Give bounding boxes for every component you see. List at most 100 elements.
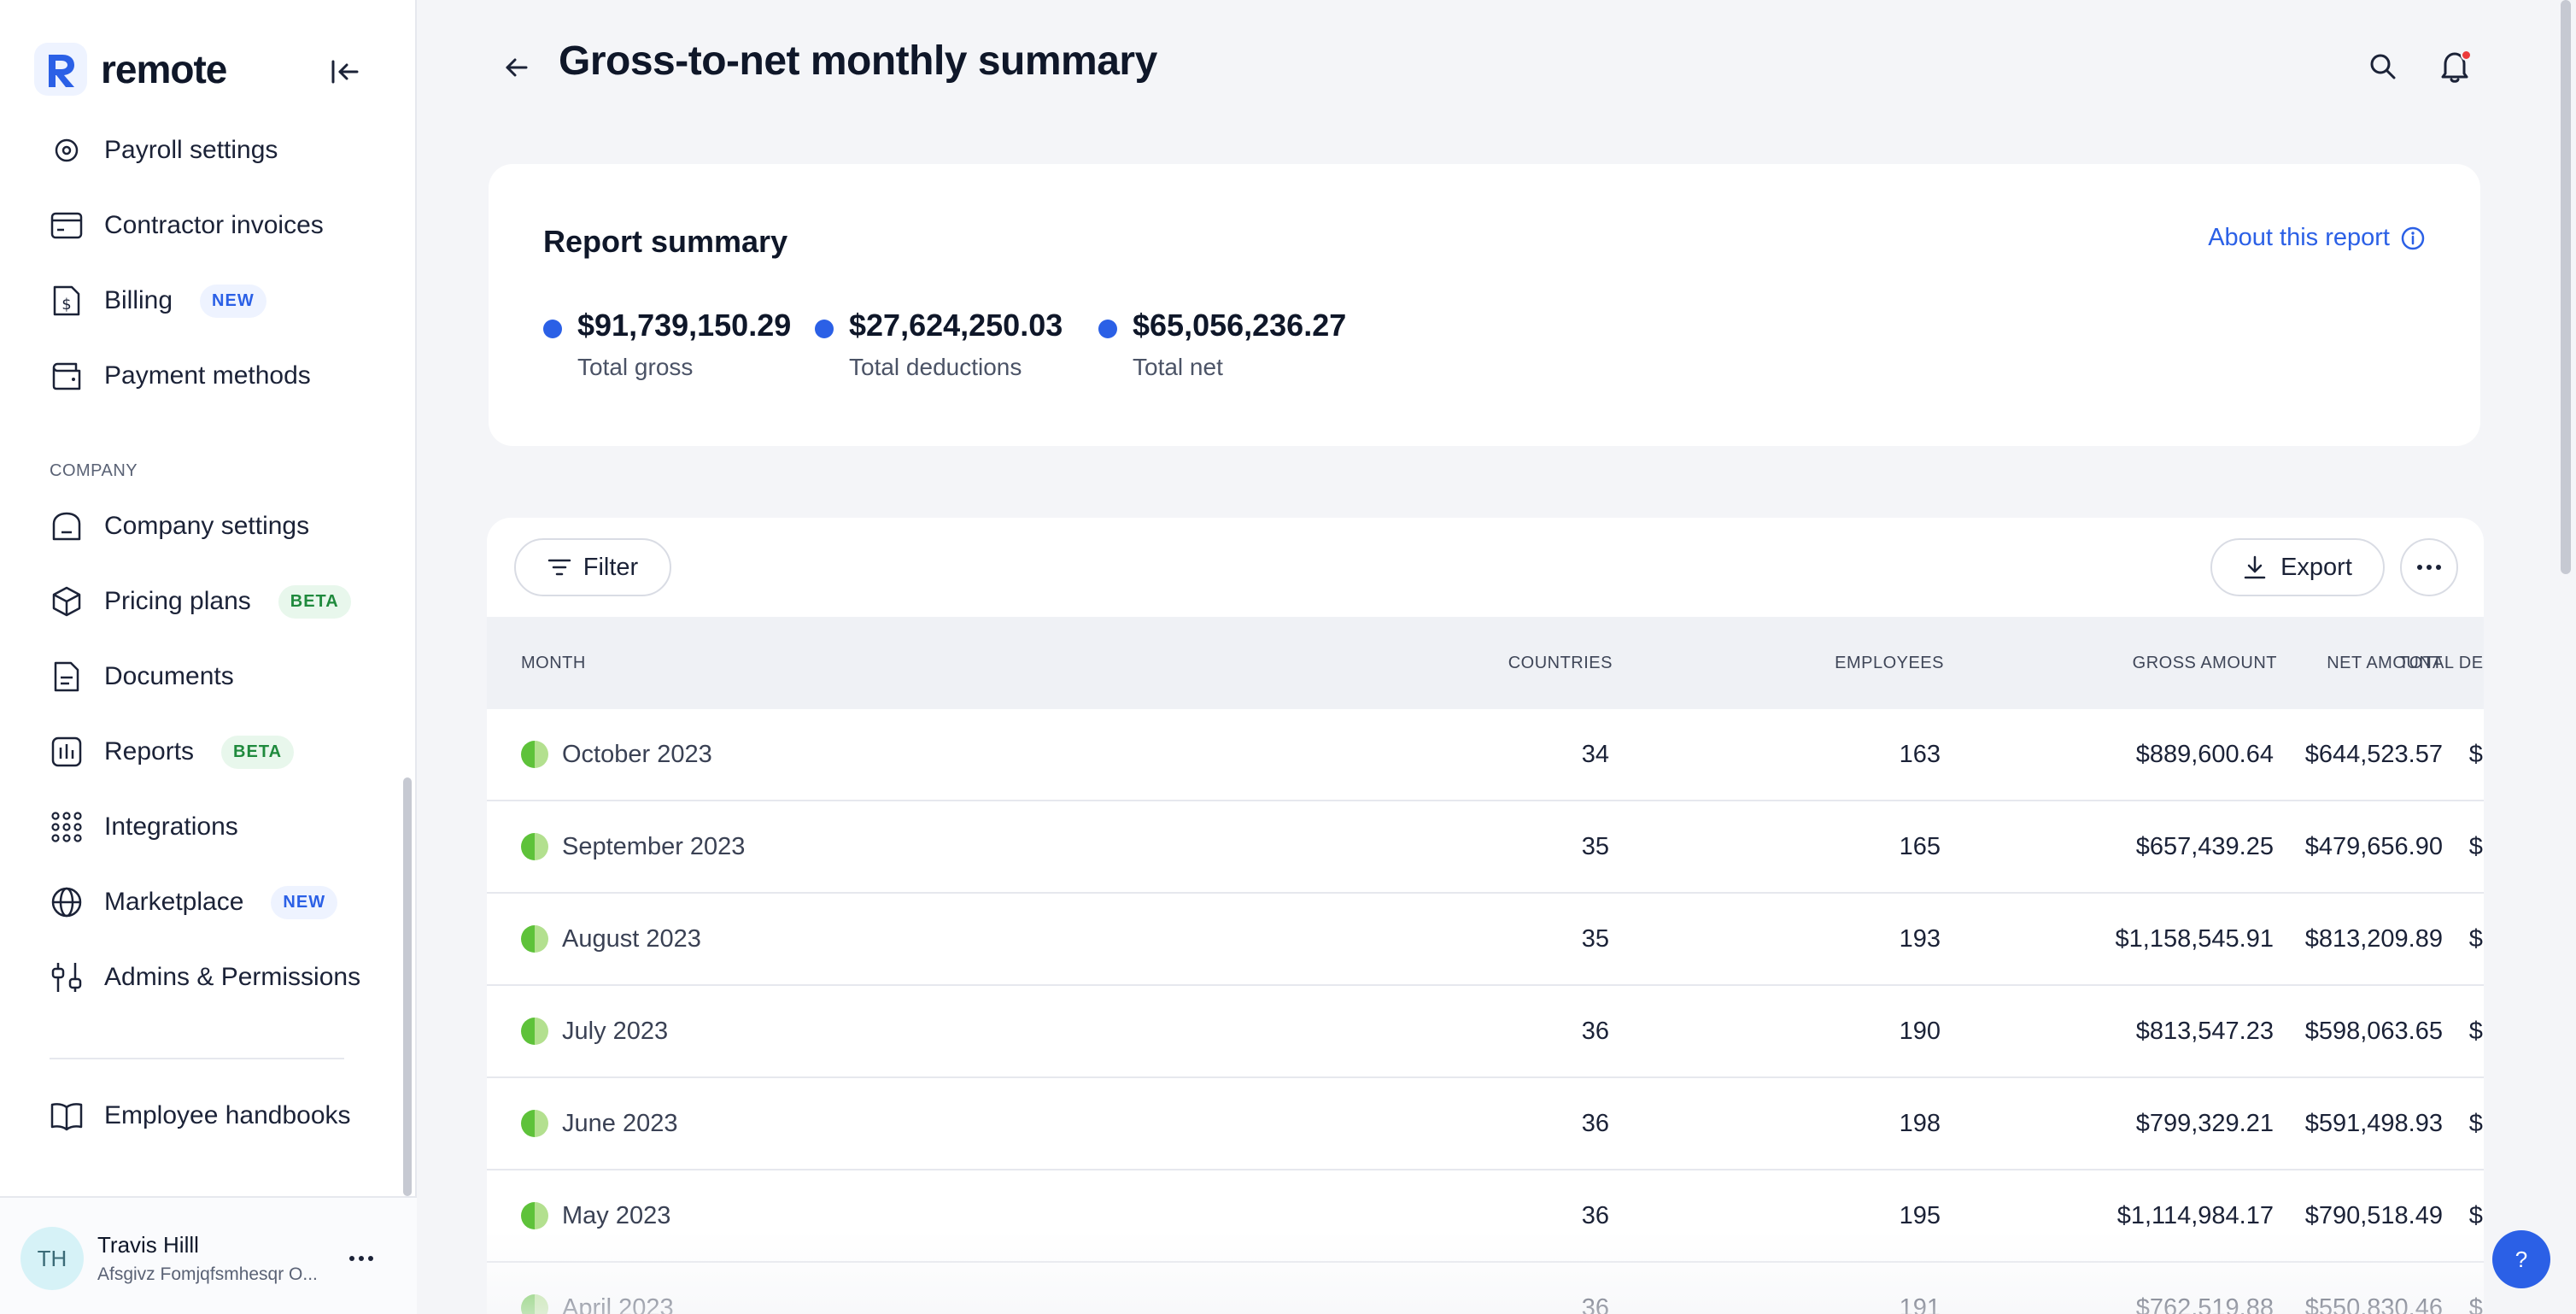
- sidebar-item-label: Payment methods: [104, 361, 311, 390]
- cell-month-label: July 2023: [562, 1017, 669, 1045]
- remote-logo-icon: [34, 43, 87, 96]
- cell-total-deductions: $262,066.10: [2468, 1109, 2484, 1137]
- monthly-summary-table: Filter Export MONTH COUNTRIES EMPLOYEES …: [487, 518, 2484, 1314]
- sidebar-item-documents[interactable]: Documents: [50, 651, 234, 702]
- grid-icon: [50, 810, 84, 844]
- cell-employees: 165: [1899, 832, 1941, 860]
- gear-icon: [50, 138, 84, 167]
- user-profile[interactable]: TH Travis Hilll Afsgivz Fomjqfsmhesqr O.…: [0, 1196, 417, 1314]
- column-header-net-amount[interactable]: NET AMOUNT: [2327, 653, 2443, 672]
- column-header-month[interactable]: MONTH: [521, 653, 586, 672]
- cell-total-deductions: $238,447.92: [2468, 832, 2484, 860]
- cell-countries: 35: [1581, 832, 1609, 860]
- document-icon: [50, 660, 84, 694]
- cell-net-amount: $644,523.57: [2304, 740, 2443, 768]
- sidebar-item-billing[interactable]: $ Billing NEW: [50, 275, 266, 326]
- column-header-label: TOTAL DEDUCTIONS: [2398, 653, 2484, 672]
- table-row[interactable]: July 2023 36 190 $813,547.23 $284,280.63 $598…: [487, 986, 2484, 1078]
- sidebar-divider: [50, 1058, 344, 1059]
- status-half-icon: [521, 833, 548, 860]
- cell-countries: 36: [1581, 1017, 1609, 1045]
- sidebar-item-payment-methods[interactable]: Payment methods: [50, 350, 311, 402]
- download-icon: [2243, 554, 2267, 580]
- sidebar-item-label: Documents: [104, 662, 234, 690]
- status-half-icon: [521, 925, 548, 953]
- status-half-icon: [521, 1110, 548, 1137]
- arrow-left-icon: [506, 58, 528, 77]
- page-scrollbar[interactable]: [2561, 0, 2571, 574]
- table-row[interactable]: May 2023 36 195 $1,114,984.17 $378,568.83 $79…: [487, 1170, 2484, 1263]
- notifications-button[interactable]: [2434, 46, 2475, 87]
- beta-badge: BETA: [221, 735, 295, 769]
- cell-month: June 2023: [521, 1078, 677, 1169]
- more-horizontal-icon: [2417, 565, 2441, 570]
- collapse-sidebar-button[interactable]: [325, 51, 366, 92]
- more-horizontal-icon: [349, 1256, 373, 1261]
- stat-label: Total net: [1133, 354, 1223, 380]
- billing-icon: $: [50, 284, 84, 318]
- cell-gross-amount: $799,329.21: [2135, 1109, 2274, 1137]
- cell-net-amount: $550,830.46: [2304, 1293, 2443, 1314]
- book-icon: [50, 1099, 84, 1133]
- table-row[interactable]: September 2023 35 165 $657,439.25 $238,447.9…: [487, 801, 2484, 894]
- sidebar: remote Payroll settings Contractor invoi…: [0, 0, 417, 1314]
- cell-employees: 191: [1899, 1293, 1941, 1314]
- globe-icon: [50, 885, 84, 919]
- cell-month-label: June 2023: [562, 1109, 678, 1137]
- brand-logo[interactable]: remote: [34, 39, 227, 99]
- user-menu-button[interactable]: [343, 1241, 379, 1276]
- table-header: MONTH COUNTRIES EMPLOYEES GROSS AMOUNT T…: [487, 617, 2484, 709]
- sidebar-item-label: Employee handbooks: [104, 1101, 351, 1129]
- cell-total-deductions: $284,280.63: [2468, 1017, 2484, 1045]
- cell-countries: 36: [1581, 1293, 1609, 1314]
- status-half-icon: [521, 741, 548, 768]
- table-row[interactable]: August 2023 35 193 $1,158,545.91 $394,401.33…: [487, 894, 2484, 986]
- sliders-icon: [50, 960, 84, 994]
- table-row[interactable]: October 2023 34 163 $889,600.64 $309,846.38 $…: [487, 709, 2484, 801]
- sidebar-item-payroll-settings[interactable]: Payroll settings: [50, 138, 278, 176]
- sidebar-scrollbar[interactable]: [403, 777, 412, 1196]
- cell-gross-amount: $1,114,984.17: [2116, 1201, 2274, 1229]
- column-header-employees[interactable]: EMPLOYEES: [1835, 653, 1944, 672]
- beta-badge: BETA: [278, 584, 351, 619]
- search-button[interactable]: [2364, 48, 2402, 85]
- sidebar-item-admins-permissions[interactable]: Admins & Permissions: [50, 952, 360, 1003]
- sidebar-item-marketplace[interactable]: Marketplace NEW: [50, 877, 338, 928]
- avatar: TH: [20, 1227, 84, 1290]
- sidebar-item-reports[interactable]: Reports BETA: [50, 726, 295, 777]
- export-button[interactable]: Export: [2210, 538, 2385, 596]
- cell-net-amount: $479,656.90: [2304, 832, 2443, 860]
- wallet-icon: [50, 359, 84, 393]
- table-row[interactable]: April 202336191$762,519.88$258,512.70$55…: [487, 1263, 2484, 1314]
- cell-countries: 34: [1581, 740, 1609, 768]
- sidebar-item-pricing-plans[interactable]: Pricing plans BETA: [50, 576, 351, 627]
- sidebar-item-label: Marketplace: [104, 888, 244, 916]
- sidebar-item-employee-handbooks[interactable]: Employee handbooks: [50, 1090, 351, 1141]
- more-options-button[interactable]: [2400, 538, 2458, 596]
- sidebar-item-contractor-invoices[interactable]: Contractor invoices: [50, 200, 324, 251]
- cell-net-amount: $591,498.93: [2304, 1109, 2443, 1137]
- help-button[interactable]: ?: [2492, 1230, 2550, 1288]
- sidebar-item-company-settings[interactable]: Company settings: [50, 501, 309, 552]
- sidebar-item-label: Billing: [104, 286, 173, 314]
- stat-label: Total gross: [577, 354, 694, 380]
- back-button[interactable]: [499, 50, 535, 85]
- about-report-label: About this report: [2208, 224, 2390, 251]
- chart-icon: [50, 735, 84, 769]
- sidebar-item-integrations[interactable]: Integrations: [50, 801, 238, 853]
- about-report-link[interactable]: About this report: [2208, 224, 2426, 252]
- cell-month-label: August 2023: [562, 924, 701, 953]
- column-header-countries[interactable]: COUNTRIES: [1508, 653, 1613, 672]
- section-label-company: COMPANY: [50, 461, 138, 480]
- cell-total-deductions: $309,846.38: [2468, 740, 2484, 768]
- filter-icon: [547, 558, 571, 577]
- table-row[interactable]: June 2023 36 198 $799,329.21 $262,066.10 $591…: [487, 1078, 2484, 1170]
- cell-gross-amount: $657,439.25: [2135, 832, 2274, 860]
- column-header-total-deductions[interactable]: TOTAL DEDUCTIONS: [2272, 617, 2484, 709]
- stat-value: $27,624,250.03: [849, 308, 1063, 343]
- column-header-gross-amount[interactable]: GROSS AMOUNT: [2132, 653, 2277, 672]
- filter-button[interactable]: Filter: [514, 538, 671, 596]
- building-icon: [50, 509, 84, 543]
- cell-net-amount: $813,209.89: [2304, 924, 2443, 953]
- status-half-icon: [521, 1294, 548, 1314]
